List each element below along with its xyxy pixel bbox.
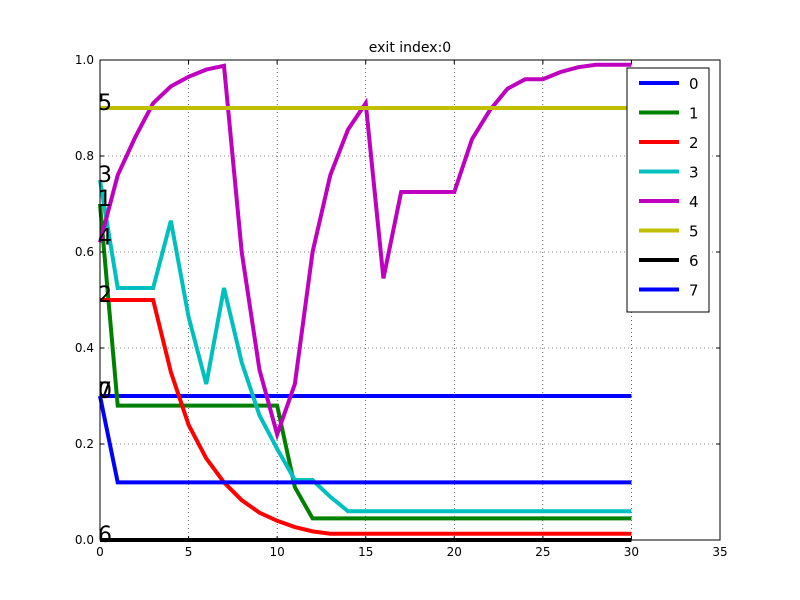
y-tick-label: 0.6 bbox=[75, 245, 94, 259]
series-line-4 bbox=[98, 62, 632, 442]
plot-frame bbox=[99, 59, 721, 541]
annotation-label: 0 bbox=[98, 379, 112, 404]
axis-ticks: 0 5 10 15 20 25 30 350.00.20.40.60.81.0 bbox=[75, 53, 728, 559]
annotation-label: 6 bbox=[98, 523, 112, 548]
x-tick-label: 15 bbox=[358, 545, 373, 559]
x-tick-label: 30 bbox=[624, 545, 639, 559]
y-tick-label: 0.2 bbox=[75, 437, 94, 451]
legend-label: 3 bbox=[689, 164, 699, 182]
legend-label: 0 bbox=[689, 75, 699, 93]
legend-label: 5 bbox=[689, 223, 699, 241]
annotation-label: 4 bbox=[98, 225, 112, 250]
annotation-label: 5 bbox=[98, 91, 112, 116]
series-line-7 bbox=[98, 395, 632, 485]
legend-box bbox=[626, 67, 710, 313]
y-tick-label: 0.0 bbox=[75, 533, 94, 547]
x-tick-label: 25 bbox=[535, 545, 550, 559]
line-annotations: 5 31 4 2 07 6 bbox=[98, 91, 112, 548]
x-tick-label: 0 bbox=[96, 545, 104, 559]
legend-label: 2 bbox=[689, 134, 699, 152]
annotation-label: 2 bbox=[98, 283, 112, 308]
annotation-label: 3 bbox=[98, 163, 112, 188]
legend: 0 1 2 3 4 5 6 7 bbox=[626, 67, 710, 313]
chart-title: exit index:0 bbox=[369, 40, 451, 56]
legend-label: 6 bbox=[689, 252, 699, 270]
legend-label: 1 bbox=[689, 105, 699, 123]
y-tick-label: 0.8 bbox=[75, 149, 94, 163]
legend-label: 7 bbox=[689, 282, 699, 300]
annotation-label: 7 bbox=[98, 379, 112, 404]
x-tick-label: 5 bbox=[185, 545, 193, 559]
y-tick-label: 0.4 bbox=[75, 341, 94, 355]
x-tick-label: 35 bbox=[712, 545, 727, 559]
x-tick-label: 10 bbox=[270, 545, 285, 559]
series-line-1 bbox=[98, 203, 632, 521]
series-line-2 bbox=[100, 298, 632, 536]
y-tick-label: 1.0 bbox=[75, 53, 94, 67]
x-tick-label: 20 bbox=[447, 545, 462, 559]
annotation-label: 1 bbox=[98, 187, 112, 212]
series-line-3 bbox=[98, 179, 632, 514]
legend-label: 4 bbox=[689, 193, 699, 211]
